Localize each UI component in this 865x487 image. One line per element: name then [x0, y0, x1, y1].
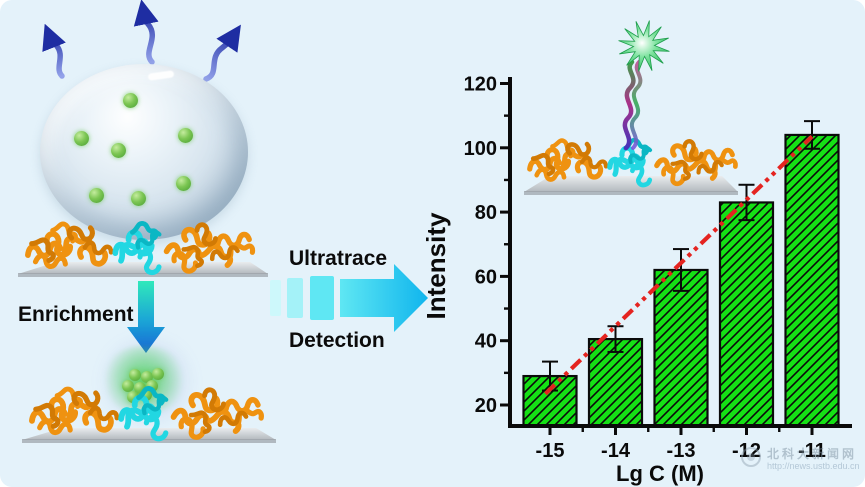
bar-hatch [653, 268, 709, 428]
fluorophore-star-icon [618, 20, 670, 72]
analyte-sphere [111, 143, 126, 158]
y-tick-label: 100 [464, 138, 497, 160]
y-tick-label: 40 [475, 331, 497, 353]
enrichment-arrow-icon [127, 281, 165, 353]
x-tick-label: -15 [536, 440, 565, 462]
evaporation-arrows-icon [42, 0, 241, 82]
analyte-sphere [176, 176, 191, 191]
trend-line [543, 135, 814, 396]
watermark-site-name: 北科大新闻网 [767, 447, 858, 461]
analyte-sphere [131, 191, 146, 206]
bar-hatch [784, 133, 840, 428]
x-tick-label: -13 [667, 440, 696, 462]
y-tick-label: 60 [475, 266, 497, 288]
y-tick-label: 80 [475, 202, 497, 224]
arrow-segment [270, 280, 281, 316]
evaporation-arrow-right-icon [203, 24, 241, 82]
analyte-sphere [122, 380, 134, 392]
process-arrow-icon [270, 264, 428, 332]
ultratrace-label: Ultratrace [289, 247, 388, 270]
dna-helix-icon [629, 60, 643, 150]
x-tick-label: -11 [798, 440, 826, 462]
arrow-head [340, 264, 428, 332]
y-tick-label: 120 [464, 74, 497, 96]
x-tick-label: -14 [601, 440, 631, 462]
y-axis-title: Intensity [423, 212, 451, 319]
substrate-with-enriched-mat [22, 378, 276, 448]
substrate-platform [22, 428, 276, 440]
arrow-segment [287, 278, 303, 318]
detection-inset-illustration [524, 20, 746, 195]
substrate-with-fiber-mat [18, 216, 268, 280]
analyte-sphere [74, 131, 89, 146]
evaporation-arrow-left-icon [42, 23, 66, 79]
arrow-segment [310, 276, 334, 320]
y-tick-label: 20 [475, 395, 497, 417]
analyte-sphere [152, 368, 164, 380]
enrichment-label: Enrichment [18, 303, 134, 326]
bar-hatch [587, 337, 644, 428]
detection-label: Detection [289, 329, 385, 352]
bar-hatch [718, 201, 775, 428]
analyte-sphere [178, 128, 193, 143]
analyte-sphere [89, 188, 104, 203]
substrate-platform [18, 262, 268, 274]
analyte-sphere [123, 93, 138, 108]
evaporating-droplet [40, 64, 248, 240]
evaporation-arrow-middle-icon [133, 0, 159, 65]
watermark-logo-icon [741, 447, 761, 467]
dna-helix-icon [622, 59, 636, 151]
watermark: 北科大新闻网 http://news.ustb.edu.cn [741, 445, 860, 479]
watermark-url: http://news.ustb.edu.cn [767, 461, 860, 471]
analyte-sphere [129, 369, 141, 381]
x-axis-title: Lg C (M) [616, 461, 704, 486]
